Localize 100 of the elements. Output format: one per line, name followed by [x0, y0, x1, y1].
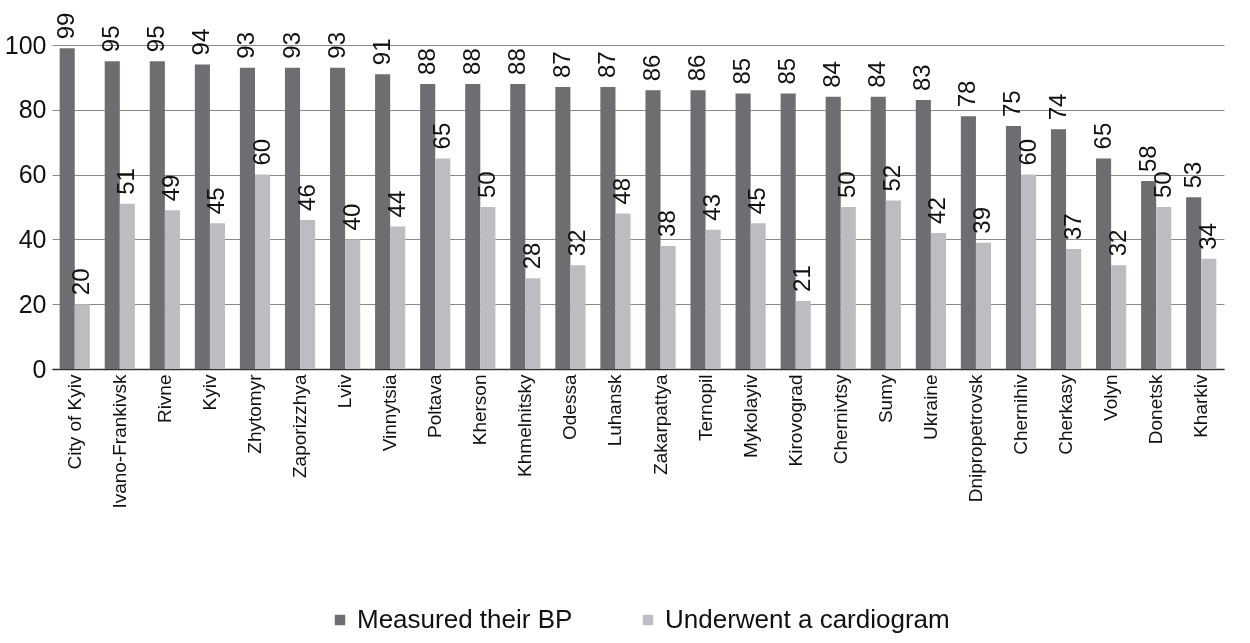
data-label: 86 [637, 54, 665, 82]
data-label: 43 [698, 193, 726, 221]
x-tick-label: Kyiv [198, 374, 220, 411]
data-label: 37 [1058, 213, 1086, 241]
data-label: 39 [968, 206, 996, 234]
bar [885, 200, 901, 369]
bar [254, 174, 271, 369]
data-label: 91 [367, 38, 395, 66]
data-label: 85 [773, 57, 801, 85]
data-label: 65 [1088, 122, 1116, 150]
data-label: 99 [52, 12, 80, 40]
x-tick-label: Chernivtsy [829, 374, 851, 465]
x-tick-label: Ukraine [919, 374, 941, 440]
data-label: 50 [472, 171, 500, 198]
data-label: 49 [157, 174, 185, 202]
data-label: 87 [592, 51, 620, 79]
data-label: 86 [683, 54, 711, 82]
data-label: 38 [653, 210, 681, 237]
bar [300, 219, 316, 369]
data-label: 78 [953, 80, 981, 108]
bar [840, 207, 856, 369]
x-tick-label: Volyn [1100, 374, 1122, 421]
data-label: 84 [818, 61, 846, 88]
data-label: 60 [1013, 138, 1041, 166]
y-tick-label: 100 [4, 30, 47, 59]
data-label: 34 [1193, 223, 1221, 250]
data-label: 60 [247, 138, 275, 166]
data-label: 51 [112, 168, 140, 195]
data-label: 93 [322, 31, 350, 59]
x-tick-label: Zakarpattya [649, 374, 671, 475]
x-tick-label: Khmelnitsky [514, 374, 536, 477]
data-label: 52 [878, 164, 906, 192]
x-tick-label: Vinnytsia [379, 374, 401, 452]
bar [480, 207, 496, 369]
legend-label: Measured their BP [357, 604, 573, 634]
bar [164, 210, 180, 369]
data-label: 53 [1178, 161, 1206, 189]
data-label: 32 [562, 229, 590, 257]
x-tick-label: Ivano-Frankivsk [108, 374, 130, 509]
bar [1066, 249, 1082, 369]
data-label: 65 [427, 122, 455, 150]
data-label: 45 [743, 187, 771, 215]
bar [795, 300, 811, 369]
data-label: 87 [547, 51, 575, 79]
data-label: 84 [863, 61, 891, 88]
x-tick-label: Donetsk [1145, 374, 1167, 445]
bar [435, 158, 451, 369]
x-tick-label: Kherson [469, 374, 491, 446]
bar [975, 242, 992, 369]
bar [750, 223, 766, 369]
bar [660, 245, 676, 369]
bar [615, 213, 631, 369]
data-label: 44 [382, 190, 410, 218]
bar [1201, 258, 1217, 369]
x-tick-label: Dnipropetrovsk [964, 374, 986, 503]
data-label: 21 [788, 265, 816, 292]
bar [705, 229, 721, 369]
data-label: 93 [232, 31, 260, 59]
x-tick-label: Lviv [334, 374, 356, 409]
data-label: 88 [457, 48, 485, 75]
y-tick-label: 20 [18, 289, 47, 318]
data-label: 88 [502, 48, 530, 75]
data-label: 50 [833, 171, 861, 198]
legend-label: Underwent a cardiogram [665, 604, 950, 634]
bar [209, 223, 226, 369]
bar [1021, 174, 1037, 369]
bar [345, 239, 361, 369]
bar [930, 232, 946, 369]
bar [1111, 265, 1127, 369]
data-label: 45 [202, 187, 230, 215]
data-label: 83 [908, 64, 936, 92]
data-label: 32 [1103, 229, 1131, 257]
data-label: 88 [412, 48, 440, 75]
x-tick-label: Odessa [559, 374, 581, 440]
data-label: 58 [1133, 145, 1161, 173]
bar [525, 278, 541, 369]
data-label: 50 [1148, 171, 1176, 198]
data-label: 42 [923, 197, 951, 224]
data-label: 95 [97, 25, 125, 53]
x-tick-label: Mykolayiv [739, 374, 761, 458]
data-label: 48 [608, 177, 636, 205]
data-label: 46 [292, 184, 320, 211]
x-tick-label: City of Kyiv [63, 374, 85, 470]
bar [239, 67, 255, 369]
y-tick-label: 80 [18, 95, 47, 124]
x-tick-label: Sumy [874, 374, 896, 424]
y-tick-label: 0 [32, 354, 47, 383]
data-label: 74 [1043, 93, 1071, 121]
bar [1156, 207, 1172, 369]
data-label: 28 [517, 242, 545, 270]
data-label: 20 [67, 268, 95, 296]
x-tick-label: Luhansk [604, 374, 626, 447]
bar [119, 203, 135, 369]
x-tick-label: Zaporizzhya [289, 374, 311, 478]
data-label: 40 [337, 203, 365, 231]
data-label: 93 [277, 31, 305, 59]
bar [390, 226, 406, 369]
data-label: 95 [142, 25, 170, 53]
data-label: 85 [728, 57, 756, 85]
y-tick-label: 40 [18, 224, 47, 253]
